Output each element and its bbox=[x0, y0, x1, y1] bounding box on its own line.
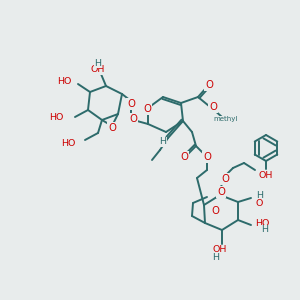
Text: methyl: methyl bbox=[214, 116, 238, 122]
Text: HO: HO bbox=[57, 76, 71, 85]
Text: H: H bbox=[160, 137, 167, 146]
Text: O: O bbox=[255, 199, 262, 208]
Text: O: O bbox=[211, 206, 219, 216]
Text: OH: OH bbox=[91, 65, 105, 74]
Text: O: O bbox=[127, 99, 135, 109]
Text: O: O bbox=[108, 123, 116, 133]
Text: H: H bbox=[212, 253, 220, 262]
Text: O: O bbox=[203, 152, 211, 162]
Text: H: H bbox=[261, 226, 268, 235]
Text: HO: HO bbox=[255, 218, 269, 227]
Text: O: O bbox=[209, 102, 217, 112]
Text: O: O bbox=[143, 104, 151, 114]
Text: OH: OH bbox=[259, 170, 273, 179]
Text: O: O bbox=[205, 80, 213, 90]
Text: HO: HO bbox=[61, 139, 76, 148]
Text: O: O bbox=[129, 114, 137, 124]
Text: OH: OH bbox=[213, 245, 227, 254]
Text: H: H bbox=[94, 58, 101, 68]
Text: HO: HO bbox=[50, 113, 64, 122]
Text: O: O bbox=[217, 187, 225, 197]
Text: H: H bbox=[256, 191, 263, 200]
Text: O: O bbox=[180, 152, 188, 162]
Text: O: O bbox=[221, 174, 229, 184]
